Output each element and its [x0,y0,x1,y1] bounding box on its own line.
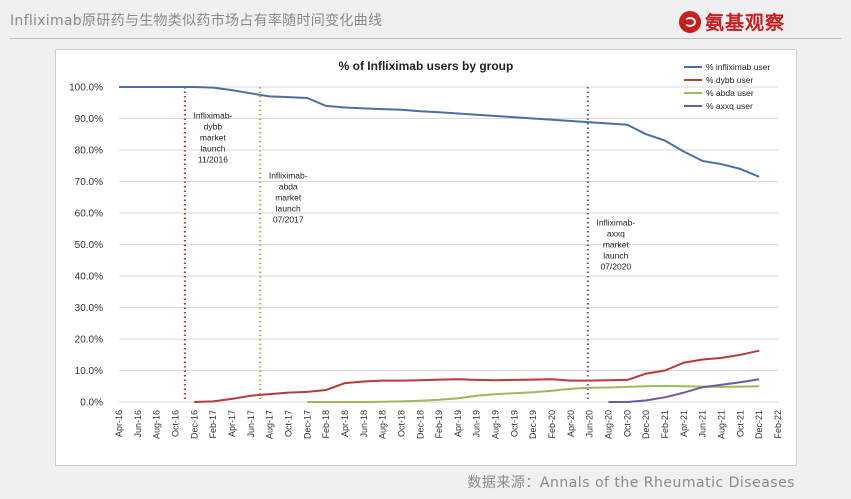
x-tick-label: Oct-19 [509,410,519,437]
x-tick-label: Jun-21 [698,410,708,438]
annotation-line: Infliximab- [269,170,308,180]
y-tick-label: 20.0% [75,335,103,346]
launch-annotation: Infliximab-dybb market launch 11/2016 [194,111,233,165]
x-tick-label: Dec-19 [528,410,538,439]
x-tick-label: Jun-18 [359,410,369,438]
x-tick-label: Apr-21 [679,410,689,437]
y-tick-label: 30.0% [75,303,103,314]
x-tick-label: Aug-19 [491,410,501,439]
x-tick-label: Oct-17 [283,410,293,437]
annotation-line: dybb [204,122,223,132]
annotation-line: 07/2017 [273,214,304,224]
line-chart: % of Infliximab users by group 0.0% 10.0% 2… [69,59,783,439]
x-tick-label: Feb-20 [547,410,557,439]
x-tick-label: Apr-20 [566,410,576,437]
x-tick-label: Apr-17 [227,410,237,437]
y-tick-label: 40.0% [75,272,103,283]
page-title: Infliximab原研药与生物类似药市场占有率随时间变化曲线 [10,13,383,29]
header-divider [10,38,841,39]
legend-label: % axxq user [706,101,753,111]
annotation-line: launch [200,144,225,154]
y-tick-label: 80.0% [75,146,103,157]
x-tick-label: Apr-18 [340,410,350,437]
series-line [119,86,760,178]
x-tick-label: Feb-18 [321,410,331,439]
launch-annotation: Infliximab-abda market launch 07/2017 [269,170,308,224]
source-caption: 数据来源：Annals of the Rheumatic Diseases [467,475,795,491]
chart-title: % of Infliximab users by group [339,59,514,73]
y-tick-label: 70.0% [75,177,103,188]
x-tick-label: Aug-18 [378,410,388,439]
y-tick-label: 100.0% [69,83,103,94]
annotation-line: Infliximab- [596,218,635,228]
x-tick-label: Aug-16 [152,410,162,439]
x-tick-label: Oct-20 [622,410,632,437]
y-tick-label: 50.0% [75,240,103,251]
x-tick-label: Aug-20 [604,410,614,439]
x-tick-label: Dec-21 [754,410,764,439]
x-tick-label: Jun-17 [246,410,256,438]
x-tick-label: Feb-17 [208,410,218,439]
brand[interactable]: 氨基观察 [678,8,785,35]
x-tick-label: Oct-18 [396,410,406,437]
series-line [194,349,760,403]
x-tick-label: Jun-20 [585,410,595,438]
annotation-line: Infliximab- [194,111,233,121]
y-tick-label: 0.0% [80,398,103,409]
launch-annotation: Infliximab-axxq market launch 07/2020 [596,218,635,272]
legend-label: % abda user [706,88,754,98]
x-tick-label: Aug-21 [717,410,727,439]
x-tick-label: Jun-16 [133,410,143,438]
series-line [608,378,760,403]
x-tick-label: Dec-16 [189,410,199,439]
brand-name: 氨基观察 [704,12,785,34]
x-tick-label: Dec-17 [302,410,312,439]
brand-logo-icon [678,10,701,33]
annotation-line: 11/2016 [198,155,228,165]
x-tick-label: Feb-19 [434,410,444,439]
annotation-line: axxq [607,229,625,239]
series-line [307,384,760,403]
x-tick-label: Oct-21 [735,410,745,437]
x-tick-label: Oct-16 [170,410,180,437]
annotation-line: abda [279,181,298,191]
x-tick-label: Dec-20 [641,410,651,439]
x-tick-label: Aug-17 [265,410,275,439]
annotation-line: market [275,192,302,202]
y-tick-label: 90.0% [75,114,103,125]
x-tick-label: Apr-19 [453,410,463,437]
annotation-line: market [200,133,227,143]
x-tick-label: Feb-21 [660,410,670,439]
legend-label: % infliximab user [706,62,770,72]
annotation-line: 07/2020 [600,262,631,272]
x-tick-label: Jun-19 [472,410,482,438]
annotation-line: launch [603,251,628,261]
y-tick-label: 10.0% [75,366,103,377]
x-tick-label: Dec-18 [415,410,425,439]
annotation-line: launch [276,203,301,213]
chart-card: % of Infliximab users by group 0.0% 10.0% 2… [55,49,797,466]
annotation-line: market [603,240,630,250]
y-tick-label: 60.0% [75,209,103,220]
legend-label: % dybb user [706,75,753,85]
x-tick-label: Apr-16 [114,410,124,437]
x-tick-label: Feb-22 [773,410,783,439]
